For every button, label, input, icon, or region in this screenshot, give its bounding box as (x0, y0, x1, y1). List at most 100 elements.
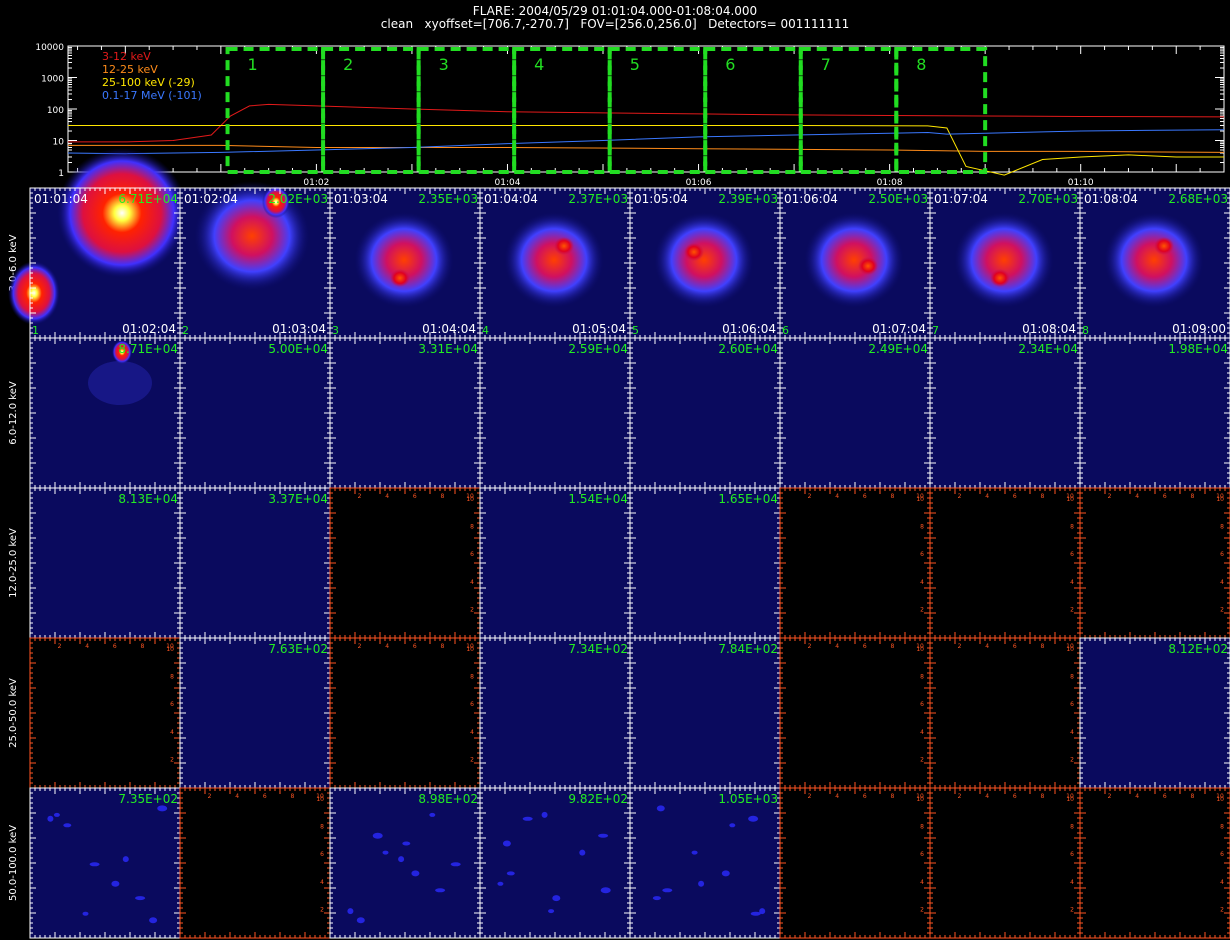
empty-axis-tick-label: 6 (170, 701, 174, 708)
empty-axis-tick-label: 4 (1070, 579, 1074, 586)
peak-value-label: 8.12E+02 (1168, 642, 1228, 656)
empty-background (930, 488, 1080, 638)
legend-entry-3: 25-100 keV (-29) (102, 76, 195, 89)
empty-axis-tick-label: 4 (920, 729, 924, 736)
empty-axis-tick-label: 6 (1220, 551, 1224, 558)
empty-axis-tick-label: 2 (958, 643, 962, 650)
empty-axis-tick-label: 6 (1013, 493, 1017, 500)
image-cell: 2.59E+04 (479, 337, 631, 489)
empty-axis-tick-label: 8 (290, 793, 294, 800)
source-blob (954, 212, 1054, 308)
noise-speck (429, 812, 436, 817)
peak-value-label: 7.35E+02 (118, 792, 178, 806)
image-background (180, 638, 330, 788)
peak-value-label: 2.02E+03 (268, 192, 328, 206)
noise-speck (552, 895, 561, 902)
peak-value-label: 2.68E+03 (1168, 192, 1228, 206)
empty-axis-tick-label: 6 (863, 643, 867, 650)
legend-entry-4: 0.1-17 MeV (-101) (102, 89, 202, 102)
empty-axis-tick-label: 2 (808, 493, 812, 500)
noise-speck (691, 850, 698, 855)
empty-axis-tick-label: 10 (466, 646, 474, 653)
image-background (480, 788, 630, 938)
image-background (180, 338, 330, 488)
x-tick-label: 01:06 (686, 178, 712, 188)
empty-axis-tick-label: 4 (385, 643, 389, 650)
interval-label-3: 3 (439, 55, 449, 74)
image-background (30, 338, 180, 488)
empty-axis-tick-label: 6 (263, 793, 267, 800)
image-cell: 2.50E+03 01:06:04 01:07:04 6 (779, 187, 931, 339)
noise-speck (382, 850, 389, 855)
image-background (330, 338, 480, 488)
noise-speck (63, 823, 72, 828)
peak-value-label: 8.71E+04 (118, 342, 178, 356)
empty-background (930, 788, 1080, 938)
empty-axis-tick-label: 8 (890, 643, 894, 650)
interval-number-label: 2 (182, 324, 189, 337)
empty-axis-tick-label: 2 (1070, 756, 1074, 763)
empty-axis-tick-label: 2 (358, 643, 362, 650)
empty-background (330, 638, 480, 788)
peak-value-label: 6.71E+04 (118, 192, 178, 206)
image-cell: 2.02E+03 01:02:04 01:03:04 2 (179, 181, 331, 339)
image-cell: 1.98E+04 (1079, 337, 1230, 489)
noise-speck (347, 908, 354, 915)
end-time-label: 01:03:04 (272, 322, 326, 336)
noise-speck (402, 841, 411, 846)
image-background (480, 638, 630, 788)
source-blob (57, 148, 187, 278)
empty-axis-tick-label: 10 (1066, 496, 1074, 503)
noise-speck (122, 856, 129, 863)
image-cell: 1.54E+04 (479, 487, 631, 639)
empty-axis-tick-label: 10 (466, 493, 474, 500)
empty-axis-tick-label: 2 (958, 493, 962, 500)
interval-box-3 (416, 47, 517, 174)
image-cell: 2.68E+03 01:08:04 01:09:00 8 (1079, 187, 1230, 339)
empty-axis-tick-label: 4 (1135, 493, 1139, 500)
source-blob (262, 186, 290, 218)
source-blob (654, 212, 754, 308)
empty-axis-tick-label: 2 (470, 756, 474, 763)
empty-axis-tick-label: 6 (1070, 701, 1074, 708)
interval-number-label: 1 (32, 324, 39, 337)
empty-axis-tick-label: 10 (916, 646, 924, 653)
interval-box-5 (607, 47, 708, 174)
plot-subtitle: clean xyoffset=[706.7,-270.7] FOV=[256.0… (380, 17, 850, 31)
y-tick-label: 10 (53, 138, 65, 148)
empty-axis-tick-label: 2 (358, 493, 362, 500)
image-cell: 2.35E+03 01:03:04 01:04:04 3 (329, 187, 481, 339)
end-time-label: 01:09:00 (1172, 322, 1226, 336)
image-cell: 2.34E+04 (929, 337, 1081, 489)
start-time-label: 01:06:04 (784, 192, 838, 206)
peak-value-label: 2.37E+03 (568, 192, 628, 206)
image-cell: 8.13E+04 (29, 487, 181, 639)
empty-axis-tick-label: 6 (413, 643, 417, 650)
empty-background (180, 788, 330, 938)
peak-value-label: 1.98E+04 (1168, 342, 1228, 356)
empty-axis-tick-label: 2 (920, 906, 924, 913)
row-energy-label: 3.0-6.0 keV (8, 234, 19, 291)
start-time-label: 01:07:04 (934, 192, 988, 206)
empty-axis-tick-label: 4 (985, 643, 989, 650)
peak-value-label: 3.31E+04 (418, 342, 478, 356)
image-cell: 1.05E+03 (629, 787, 781, 939)
empty-axis-tick-label: 4 (1220, 579, 1224, 586)
noise-speck (111, 880, 120, 887)
interval-box-6 (703, 47, 803, 174)
image-cell: 8.12E+02 (1079, 637, 1230, 789)
start-time-label: 01:02:04 (184, 192, 238, 206)
interval-label-7: 7 (821, 55, 831, 74)
empty-axis-tick-label: 4 (470, 729, 474, 736)
image-cell: 2.39E+03 01:05:04 01:06:04 5 (629, 187, 781, 339)
peak-value-label: 2.39E+03 (718, 192, 778, 206)
peak-value-label: 5.00E+04 (268, 342, 328, 356)
empty-axis-tick-label: 2 (1108, 493, 1112, 500)
image-cell: 3.37E+04 (179, 487, 331, 639)
empty-background (780, 488, 930, 638)
x-tick-label: 01:02 (303, 178, 329, 188)
image-background (780, 338, 930, 488)
plot-title: FLARE: 2004/05/29 01:01:04.000-01:08:04.… (472, 4, 758, 18)
